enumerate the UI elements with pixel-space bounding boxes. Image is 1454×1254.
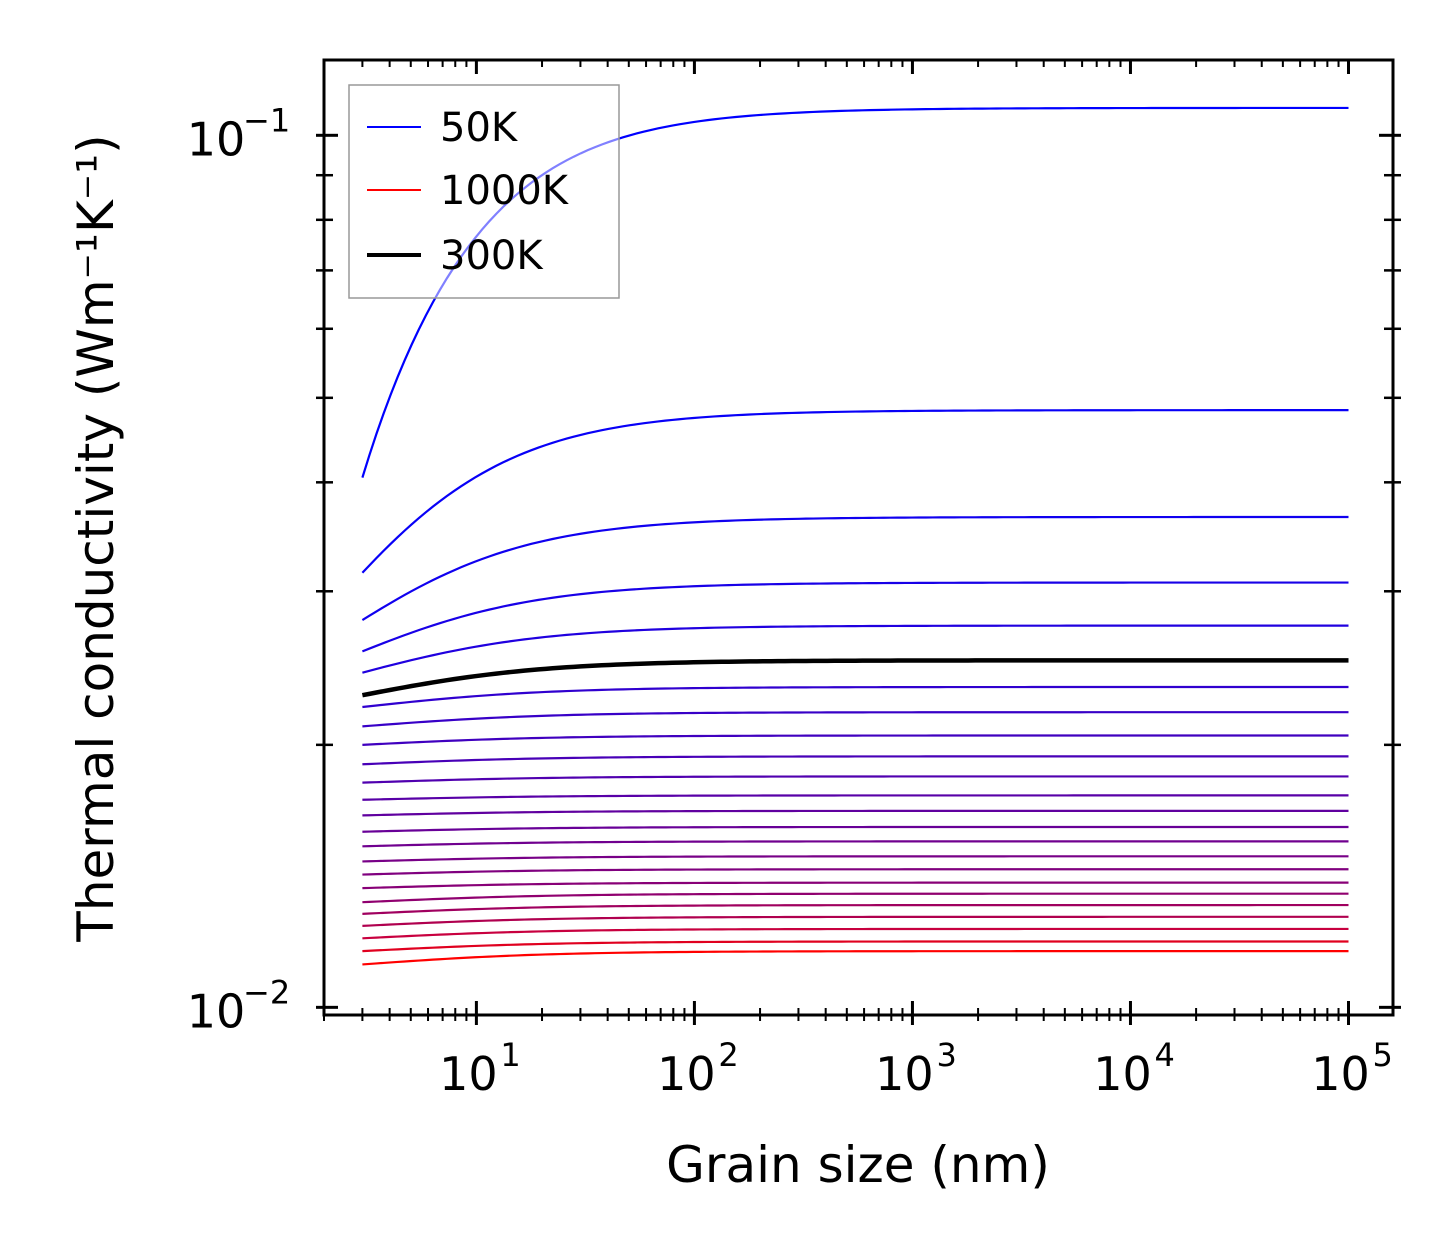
y-axis-label: Thermal conductivity (Wm⁻¹K⁻¹) xyxy=(67,134,125,942)
series-line-990k xyxy=(362,940,1349,953)
x-tick-base: 10 xyxy=(439,1047,498,1101)
x-tick-base: 10 xyxy=(875,1047,934,1101)
x-axis-label: Grain size (nm) xyxy=(666,1136,1050,1194)
series-line-950k xyxy=(362,915,1349,927)
tick-label-layer: 10 1 10 2 10 3 10 4 10 510−110−2 xyxy=(187,101,1393,1101)
series-line-150k xyxy=(361,515,1349,622)
series-line-600k xyxy=(362,794,1349,801)
legend: 50K 1000K 300K xyxy=(348,84,620,299)
series-line-1000k xyxy=(362,950,1349,966)
y-tick-base: 10 xyxy=(187,112,246,166)
y-tick-exponent: −1 xyxy=(243,101,290,139)
series-line-700k xyxy=(362,825,1349,833)
legend-box xyxy=(348,84,620,299)
x-tick-label-100000: 10 5 xyxy=(1311,1036,1393,1101)
series-line-800k xyxy=(362,855,1349,863)
y-tick-label-0: 10−1 xyxy=(187,101,290,166)
series-line-875k xyxy=(362,881,1349,890)
plot-frame xyxy=(322,58,1395,1017)
x-tick-label-10000: 10 4 xyxy=(1093,1036,1175,1101)
x-tick-base: 10 xyxy=(657,1047,716,1101)
series-line-925k xyxy=(362,903,1349,915)
series-line-350k xyxy=(362,685,1349,709)
series-line-750k xyxy=(362,840,1349,848)
series-line-900k xyxy=(362,892,1349,904)
legend-label-300k: 300K xyxy=(440,233,544,279)
series-layer xyxy=(361,106,1349,966)
series-line-650k xyxy=(362,809,1349,817)
series-line-550k xyxy=(362,775,1349,784)
series-line-200k xyxy=(361,581,1349,653)
x-tick-exponent: 2 xyxy=(718,1036,738,1074)
series-line-975k xyxy=(362,927,1349,940)
x-tick-exponent: 4 xyxy=(1154,1036,1174,1074)
x-tick-base: 10 xyxy=(1093,1047,1152,1101)
x-tick-label-1000: 10 3 xyxy=(875,1036,957,1101)
y-tick-base: 10 xyxy=(187,984,246,1038)
x-tick-exponent: 3 xyxy=(936,1036,956,1074)
series-line-850k xyxy=(362,868,1349,876)
x-tick-exponent: 5 xyxy=(1372,1036,1392,1074)
series-line-100k xyxy=(361,409,1349,574)
x-tick-base: 10 xyxy=(1311,1047,1370,1101)
series-line-500k xyxy=(362,755,1349,766)
series-line-250k xyxy=(362,624,1349,674)
series-line-300k xyxy=(361,658,1349,698)
series-line-400k xyxy=(362,711,1349,728)
x-tick-exponent: 1 xyxy=(500,1036,520,1074)
series-line-450k xyxy=(362,734,1349,746)
x-tick-label-100: 10 2 xyxy=(657,1036,739,1101)
y-tick-label-1: 10−2 xyxy=(187,973,290,1038)
y-tick-exponent: −2 xyxy=(243,973,290,1011)
legend-label-1000k: 1000K xyxy=(440,168,570,214)
x-tick-label-10: 10 1 xyxy=(439,1036,521,1101)
legend-label-50k: 50K xyxy=(440,105,519,151)
